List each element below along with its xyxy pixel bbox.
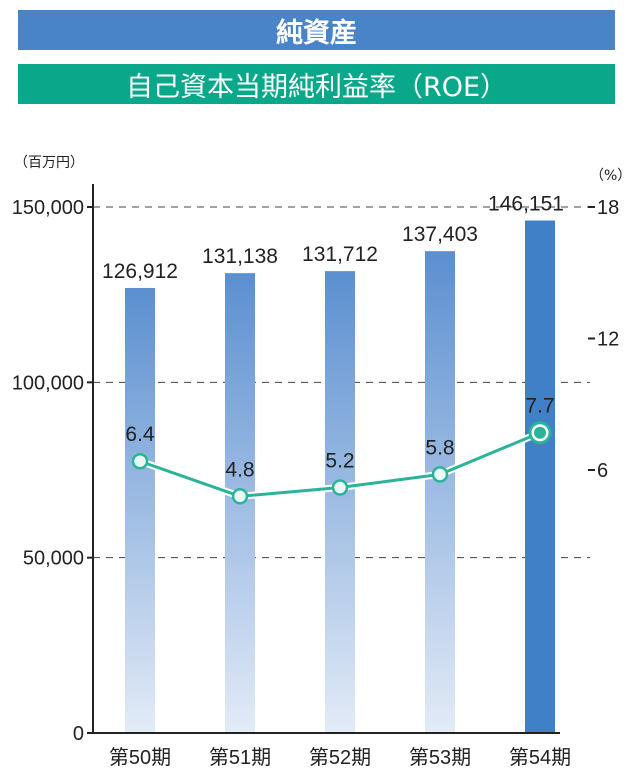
roe-value-label: 5.8 xyxy=(425,436,454,459)
category-label: 第54期 xyxy=(509,746,571,769)
chart-subtitle: 自己資本当期純利益率（ROE） xyxy=(125,71,508,103)
left-tick-label: 150,000 xyxy=(12,197,84,219)
bar-value-label: 146,151 xyxy=(488,192,564,215)
bar-value-label: 126,912 xyxy=(102,260,178,283)
roe-point-core xyxy=(534,426,546,439)
roe-value-label: 7.7 xyxy=(525,395,554,418)
left-axis-unit: （百万円） xyxy=(14,155,84,171)
bar xyxy=(125,287,155,733)
bar-value-label: 131,138 xyxy=(202,245,278,268)
bar xyxy=(425,251,455,734)
subtitle-banner: 自己資本当期純利益率（ROE） xyxy=(18,64,615,104)
right-tick-label: 18 xyxy=(597,197,619,219)
right-tick-label: 12 xyxy=(597,329,619,351)
bar xyxy=(525,220,555,733)
bar-value-label: 131,712 xyxy=(302,243,378,266)
roe-point xyxy=(131,452,149,470)
roe-value-label: 5.2 xyxy=(325,450,354,473)
left-tick-label: 0 xyxy=(73,723,84,745)
left-tick-label: 100,000 xyxy=(12,372,84,394)
roe-value-label: 4.8 xyxy=(225,458,254,481)
roe-point xyxy=(331,479,349,496)
title-banner: 純資産 xyxy=(18,10,615,50)
right-tick-label: 6 xyxy=(597,460,608,482)
roe-point xyxy=(231,488,249,505)
category-label: 第51期 xyxy=(209,746,271,769)
roe-value-label: 6.4 xyxy=(125,423,155,446)
right-axis-unit: （%） xyxy=(590,168,631,184)
bar-value-label: 137,403 xyxy=(402,223,478,246)
roe-point xyxy=(431,466,449,483)
category-label: 第53期 xyxy=(409,746,471,769)
bar xyxy=(325,271,355,733)
category-label: 第50期 xyxy=(109,746,171,769)
chart-title: 純資産 xyxy=(276,17,357,49)
category-label: 第52期 xyxy=(309,746,371,769)
left-tick-label: 50,000 xyxy=(23,548,84,570)
